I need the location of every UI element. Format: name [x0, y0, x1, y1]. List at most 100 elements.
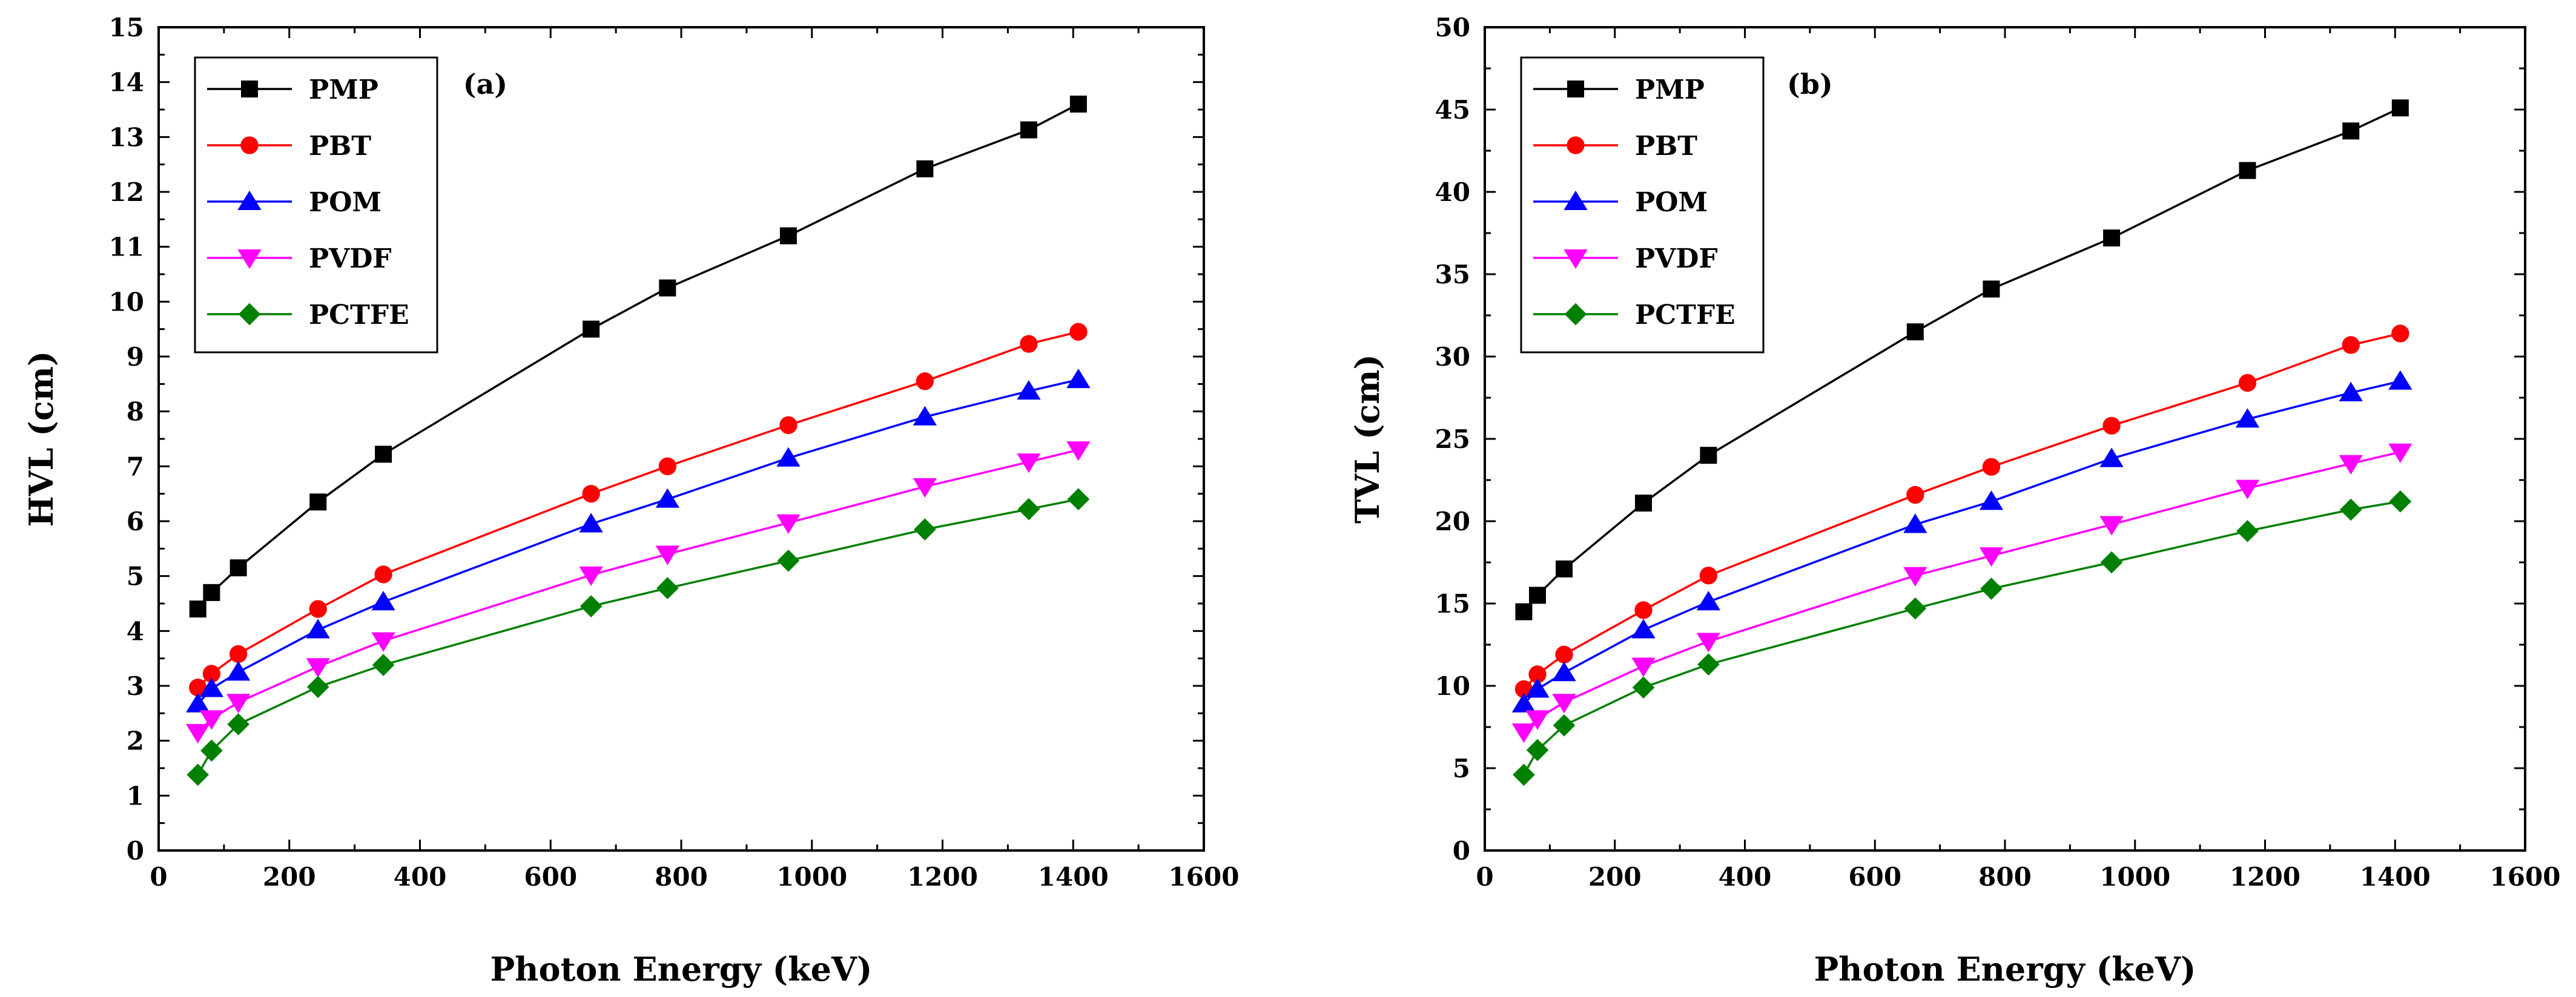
legend-label-pmp: PMP — [309, 74, 378, 105]
x-tick-label: 800 — [1978, 862, 2032, 892]
legend-label-pctfe: PCTFE — [1635, 300, 1735, 331]
y-tick-label: 50 — [1435, 13, 1470, 42]
x-axis-title: Photon Energy (keV) — [1814, 950, 2196, 989]
data-point-pom — [1903, 513, 1927, 533]
x-tick-label: 600 — [524, 862, 577, 892]
data-point-pctfe — [2100, 551, 2123, 574]
data-point-pmp — [1634, 495, 1652, 512]
y-tick-label: 0 — [127, 836, 144, 866]
data-point-pmp — [375, 446, 392, 463]
data-point-pbt — [309, 600, 327, 618]
data-point-pvdf — [2339, 455, 2363, 475]
data-point-pctfe — [656, 577, 679, 599]
data-point-pvdf — [2099, 516, 2124, 536]
y-axis-title: HVL (cm) — [22, 351, 61, 527]
data-point-pmp — [1069, 95, 1087, 113]
data-point-pvdf — [1066, 441, 1091, 461]
y-tick-label: 6 — [127, 507, 144, 536]
data-point-pbt — [2391, 324, 2409, 343]
data-point-pvdf — [1903, 567, 1927, 587]
x-tick-label: 1400 — [1038, 862, 1109, 892]
data-point-pmp — [583, 320, 600, 338]
data-point-pvdf — [1511, 723, 1536, 743]
data-point-pmp — [2239, 162, 2256, 179]
y-tick-label: 25 — [1435, 424, 1470, 454]
data-point-pom — [1511, 693, 1536, 712]
data-point-pvdf — [186, 724, 210, 744]
x-tick-label: 1000 — [776, 862, 847, 892]
y-tick-label: 7 — [127, 452, 144, 481]
data-point-pmp — [779, 227, 797, 245]
x-axis-title: Photon Energy (keV) — [490, 950, 873, 989]
data-point-pom — [1979, 490, 2004, 510]
data-point-pvdf — [1017, 453, 1041, 473]
y-tick-label: 8 — [127, 397, 144, 427]
data-point-pctfe — [1632, 676, 1655, 699]
data-point-pmp — [2342, 122, 2360, 140]
y-tick-label: 5 — [127, 562, 144, 591]
data-point-pctfe — [227, 713, 249, 735]
data-point-pbt — [374, 565, 392, 584]
data-point-pvdf — [371, 632, 395, 652]
data-point-pvdf — [655, 545, 680, 565]
y-tick-label: 14 — [109, 68, 144, 97]
y-tick-label: 2 — [127, 726, 144, 756]
data-point-pmp — [1906, 323, 1924, 341]
legend-label-pctfe: PCTFE — [309, 300, 409, 331]
panel-label: (b) — [1787, 68, 1833, 100]
data-point-pom — [306, 619, 330, 639]
y-tick-label: 5 — [1453, 754, 1470, 783]
x-tick-label: 1600 — [1169, 862, 1240, 892]
data-point-pbt — [1982, 458, 2001, 476]
data-point-pmp — [1515, 603, 1533, 620]
x-tick-label: 1200 — [907, 862, 978, 892]
x-tick-label: 1600 — [2490, 862, 2561, 892]
series-line-pom — [197, 378, 1079, 705]
y-tick-label: 11 — [109, 232, 144, 262]
data-point-pom — [655, 488, 680, 508]
data-point-pom — [186, 693, 210, 712]
data-point-pom — [2099, 447, 2124, 467]
x-tick-label: 800 — [655, 862, 708, 892]
x-tick-label: 1400 — [2360, 862, 2431, 892]
data-point-pom — [1696, 591, 1721, 611]
x-tick-label: 400 — [394, 862, 447, 892]
data-point-pctfe — [777, 549, 800, 572]
legend-marker-pmp — [241, 81, 258, 97]
data-point-pmp — [230, 559, 247, 577]
y-tick-label: 35 — [1435, 260, 1470, 289]
data-point-pmp — [2103, 229, 2121, 247]
y-tick-label: 1 — [127, 781, 144, 811]
series-line-pctfe — [197, 498, 1079, 775]
legend-marker-pctfe — [238, 303, 261, 326]
data-point-pvdf — [913, 478, 937, 498]
data-point-pom — [1066, 368, 1091, 389]
data-point-pbt — [1555, 645, 1573, 663]
data-point-pctfe — [1526, 739, 1549, 762]
x-tick-label: 1000 — [2099, 862, 2170, 892]
data-point-pom — [913, 406, 937, 426]
y-tick-label: 4 — [127, 616, 144, 646]
data-point-pbt — [229, 645, 248, 663]
legend-label-pvdf: PVDF — [309, 243, 392, 274]
data-point-pctfe — [1904, 597, 1927, 620]
data-point-pmp — [309, 493, 327, 511]
data-point-pctfe — [200, 739, 223, 762]
data-point-pctfe — [1067, 488, 1090, 511]
x-tick-label: 1200 — [2230, 862, 2300, 892]
data-point-pom — [1631, 619, 1656, 639]
data-point-pvdf — [1696, 633, 1721, 653]
x-tick-label: 0 — [1476, 862, 1493, 892]
data-point-pbt — [1699, 567, 1718, 585]
data-point-pbt — [582, 485, 600, 503]
x-tick-label: 0 — [150, 862, 167, 892]
legend-box — [1520, 56, 1765, 354]
data-point-pvdf — [1525, 710, 1550, 730]
panel-label: (a) — [463, 68, 507, 100]
data-point-pmp — [1528, 587, 1546, 604]
legend-marker-pom — [237, 190, 262, 210]
y-tick-label: 10 — [1435, 671, 1470, 701]
y-axis-title: TVL (cm) — [1348, 354, 1387, 524]
data-point-pctfe — [306, 676, 329, 699]
series-line-pom — [1523, 380, 2401, 705]
